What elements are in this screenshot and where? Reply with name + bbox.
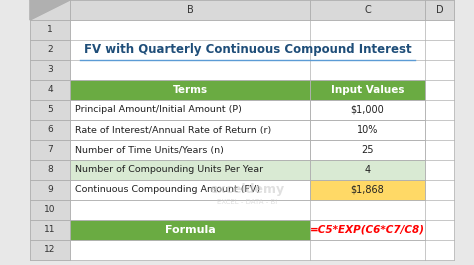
Bar <box>310 140 425 160</box>
Text: exceldemy: exceldemy <box>210 183 285 197</box>
Text: 2: 2 <box>47 46 53 55</box>
Bar <box>310 180 425 200</box>
Text: 8: 8 <box>47 166 53 174</box>
Bar <box>30 200 70 220</box>
Bar <box>30 0 454 260</box>
Text: D: D <box>436 5 443 15</box>
Bar <box>30 120 70 140</box>
Text: 4: 4 <box>365 165 371 175</box>
Bar <box>70 160 310 180</box>
Text: EXCEL - DATA - BI: EXCEL - DATA - BI <box>218 199 278 205</box>
Text: 10%: 10% <box>357 125 378 135</box>
Bar <box>70 80 310 100</box>
Text: 3: 3 <box>47 65 53 74</box>
Bar <box>30 20 70 40</box>
Text: Continuous Compounding Amount (FV): Continuous Compounding Amount (FV) <box>75 186 260 195</box>
Text: 5: 5 <box>47 105 53 114</box>
Bar <box>310 120 425 140</box>
Text: 25: 25 <box>361 145 374 155</box>
Text: $1,868: $1,868 <box>351 185 384 195</box>
Text: FV with Quarterly Continuous Compound Interest: FV with Quarterly Continuous Compound In… <box>84 43 411 56</box>
Text: 12: 12 <box>44 245 55 254</box>
Bar <box>30 180 70 200</box>
Bar <box>425 0 454 20</box>
Bar <box>30 40 70 60</box>
Bar <box>310 160 425 180</box>
Bar <box>310 100 425 120</box>
Bar <box>30 220 70 240</box>
Text: Principal Amount/Initial Amount (P): Principal Amount/Initial Amount (P) <box>75 105 242 114</box>
Text: 4: 4 <box>47 86 53 95</box>
Bar <box>70 100 310 120</box>
Text: 6: 6 <box>47 126 53 135</box>
Text: Terms: Terms <box>173 85 208 95</box>
Bar <box>30 160 70 180</box>
Bar <box>30 240 70 260</box>
Text: $1,000: $1,000 <box>351 105 384 115</box>
Text: =C5*EXP(C6*C7/C8): =C5*EXP(C6*C7/C8) <box>310 225 425 235</box>
Text: 11: 11 <box>44 226 56 235</box>
Text: Number of Time Units/Years (n): Number of Time Units/Years (n) <box>75 145 224 154</box>
Bar <box>310 80 425 100</box>
Bar <box>30 60 70 80</box>
Text: Number of Compounding Units Per Year: Number of Compounding Units Per Year <box>75 166 263 174</box>
Text: Formula: Formula <box>164 225 215 235</box>
Bar <box>70 220 310 240</box>
Text: Input Values: Input Values <box>331 85 404 95</box>
Text: 7: 7 <box>47 145 53 154</box>
Text: B: B <box>187 5 193 15</box>
Bar <box>310 220 425 240</box>
Bar <box>30 0 70 20</box>
Polygon shape <box>30 0 70 20</box>
Text: C: C <box>364 5 371 15</box>
Bar <box>310 0 425 20</box>
Text: Rate of Interest/Annual Rate of Return (r): Rate of Interest/Annual Rate of Return (… <box>75 126 271 135</box>
Text: 1: 1 <box>47 25 53 34</box>
Bar <box>30 100 70 120</box>
Text: 9: 9 <box>47 186 53 195</box>
Bar <box>70 120 310 140</box>
Bar <box>70 180 310 200</box>
Bar <box>70 140 310 160</box>
Bar <box>30 80 70 100</box>
Bar <box>30 140 70 160</box>
Text: 10: 10 <box>44 205 56 214</box>
Bar <box>70 0 310 20</box>
